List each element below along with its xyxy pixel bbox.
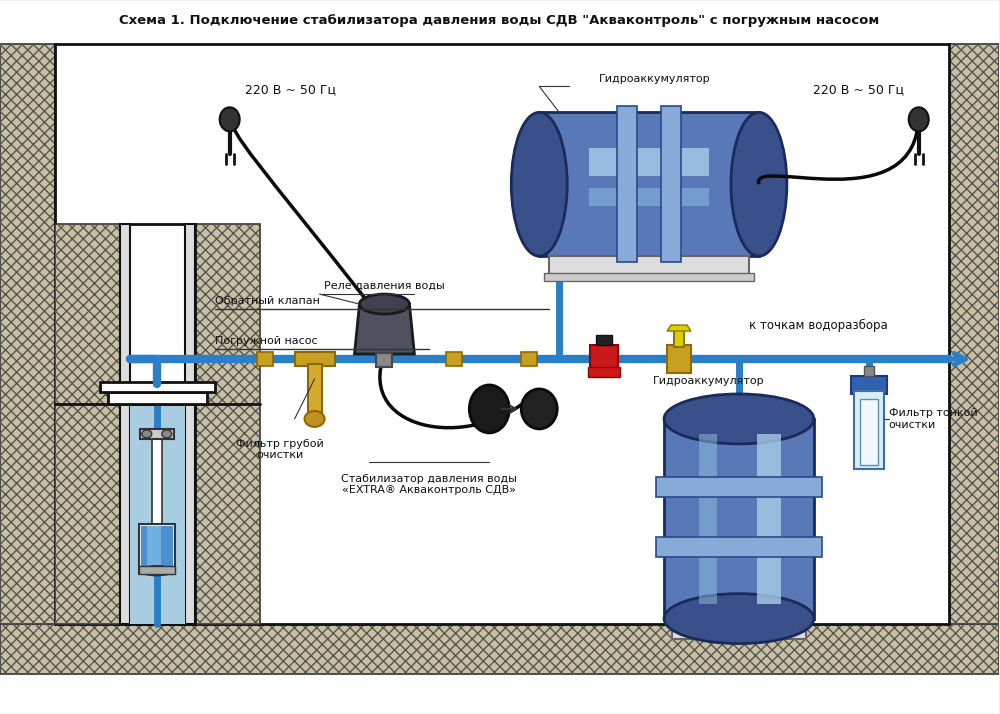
Bar <box>195 224 260 623</box>
Bar <box>544 273 754 281</box>
Text: Схема 1. Подключение стабилизатора давления воды СДВ "Акваконтроль" с погружным : Схема 1. Подключение стабилизатора давле… <box>119 14 879 27</box>
Bar <box>671 352 687 366</box>
Bar <box>656 477 822 497</box>
Bar <box>147 526 161 572</box>
Bar <box>55 224 120 623</box>
Polygon shape <box>667 325 691 331</box>
Bar <box>195 224 260 623</box>
Bar <box>55 44 949 623</box>
Bar <box>0 44 55 623</box>
Bar <box>152 439 162 529</box>
Ellipse shape <box>469 385 509 433</box>
Bar <box>308 364 322 414</box>
Ellipse shape <box>162 430 172 438</box>
Bar <box>185 224 195 623</box>
Bar <box>120 224 130 623</box>
Ellipse shape <box>664 593 814 643</box>
Bar <box>446 352 462 366</box>
Bar <box>664 419 814 618</box>
Ellipse shape <box>521 389 557 429</box>
Bar <box>139 524 175 573</box>
Ellipse shape <box>305 411 325 427</box>
Bar <box>141 526 173 572</box>
Ellipse shape <box>909 107 929 131</box>
Bar <box>864 366 874 376</box>
Text: Фильтр тонкой
очистки: Фильтр тонкой очистки <box>889 408 977 430</box>
Bar <box>656 537 822 557</box>
Ellipse shape <box>140 565 174 575</box>
Bar <box>0 623 999 673</box>
Bar <box>257 352 273 366</box>
Bar <box>108 392 207 404</box>
Ellipse shape <box>664 394 814 444</box>
Bar <box>295 352 335 366</box>
Bar <box>699 434 717 603</box>
Text: Погружной насос: Погружной насос <box>215 336 317 346</box>
Ellipse shape <box>511 112 567 256</box>
Bar <box>120 224 195 623</box>
Text: Фильтр грубой
очистки: Фильтр грубой очистки <box>236 439 323 461</box>
Bar <box>854 391 884 469</box>
Text: Стабилизатор давления воды
«EXTRA® Акваконтроль СДВ»: Стабилизатор давления воды «EXTRA® Аквак… <box>341 474 517 496</box>
Bar <box>860 399 878 465</box>
Text: Гидроаккумулятор: Гидроаккумулятор <box>653 376 765 386</box>
Bar <box>757 434 781 603</box>
Bar <box>376 353 392 367</box>
Text: 220 В ~ 50 Гц: 220 В ~ 50 Гц <box>813 83 904 96</box>
Bar <box>588 367 620 377</box>
Bar <box>667 345 691 373</box>
Bar <box>596 352 612 366</box>
Bar <box>521 352 537 366</box>
Bar <box>55 224 120 623</box>
Bar <box>589 149 709 176</box>
Polygon shape <box>354 304 414 354</box>
Bar <box>949 44 999 623</box>
Bar <box>0 44 55 623</box>
Bar <box>0 623 999 673</box>
Bar <box>617 106 637 262</box>
Bar <box>672 618 806 638</box>
Bar <box>100 382 215 392</box>
Bar <box>139 565 175 573</box>
Bar <box>549 256 749 276</box>
Ellipse shape <box>731 112 787 256</box>
Bar <box>130 404 185 623</box>
Bar <box>596 335 612 345</box>
Text: Реле давления воды: Реле давления воды <box>324 281 445 291</box>
Text: к точкам водоразбора: к точкам водоразбора <box>749 319 888 332</box>
Bar <box>949 44 999 623</box>
Ellipse shape <box>142 430 152 438</box>
Bar <box>140 429 174 439</box>
Ellipse shape <box>359 294 409 314</box>
Bar <box>539 112 759 256</box>
Text: Гидроаккумулятор: Гидроаккумулятор <box>599 74 711 84</box>
Bar <box>590 345 618 373</box>
Text: Обратный клапан: Обратный клапан <box>215 296 320 306</box>
Bar <box>674 329 684 347</box>
Ellipse shape <box>220 107 240 131</box>
Bar <box>589 188 709 206</box>
Text: 220 В ~ 50 Гц: 220 В ~ 50 Гц <box>245 83 336 96</box>
Bar <box>851 376 887 394</box>
Bar <box>661 106 681 262</box>
